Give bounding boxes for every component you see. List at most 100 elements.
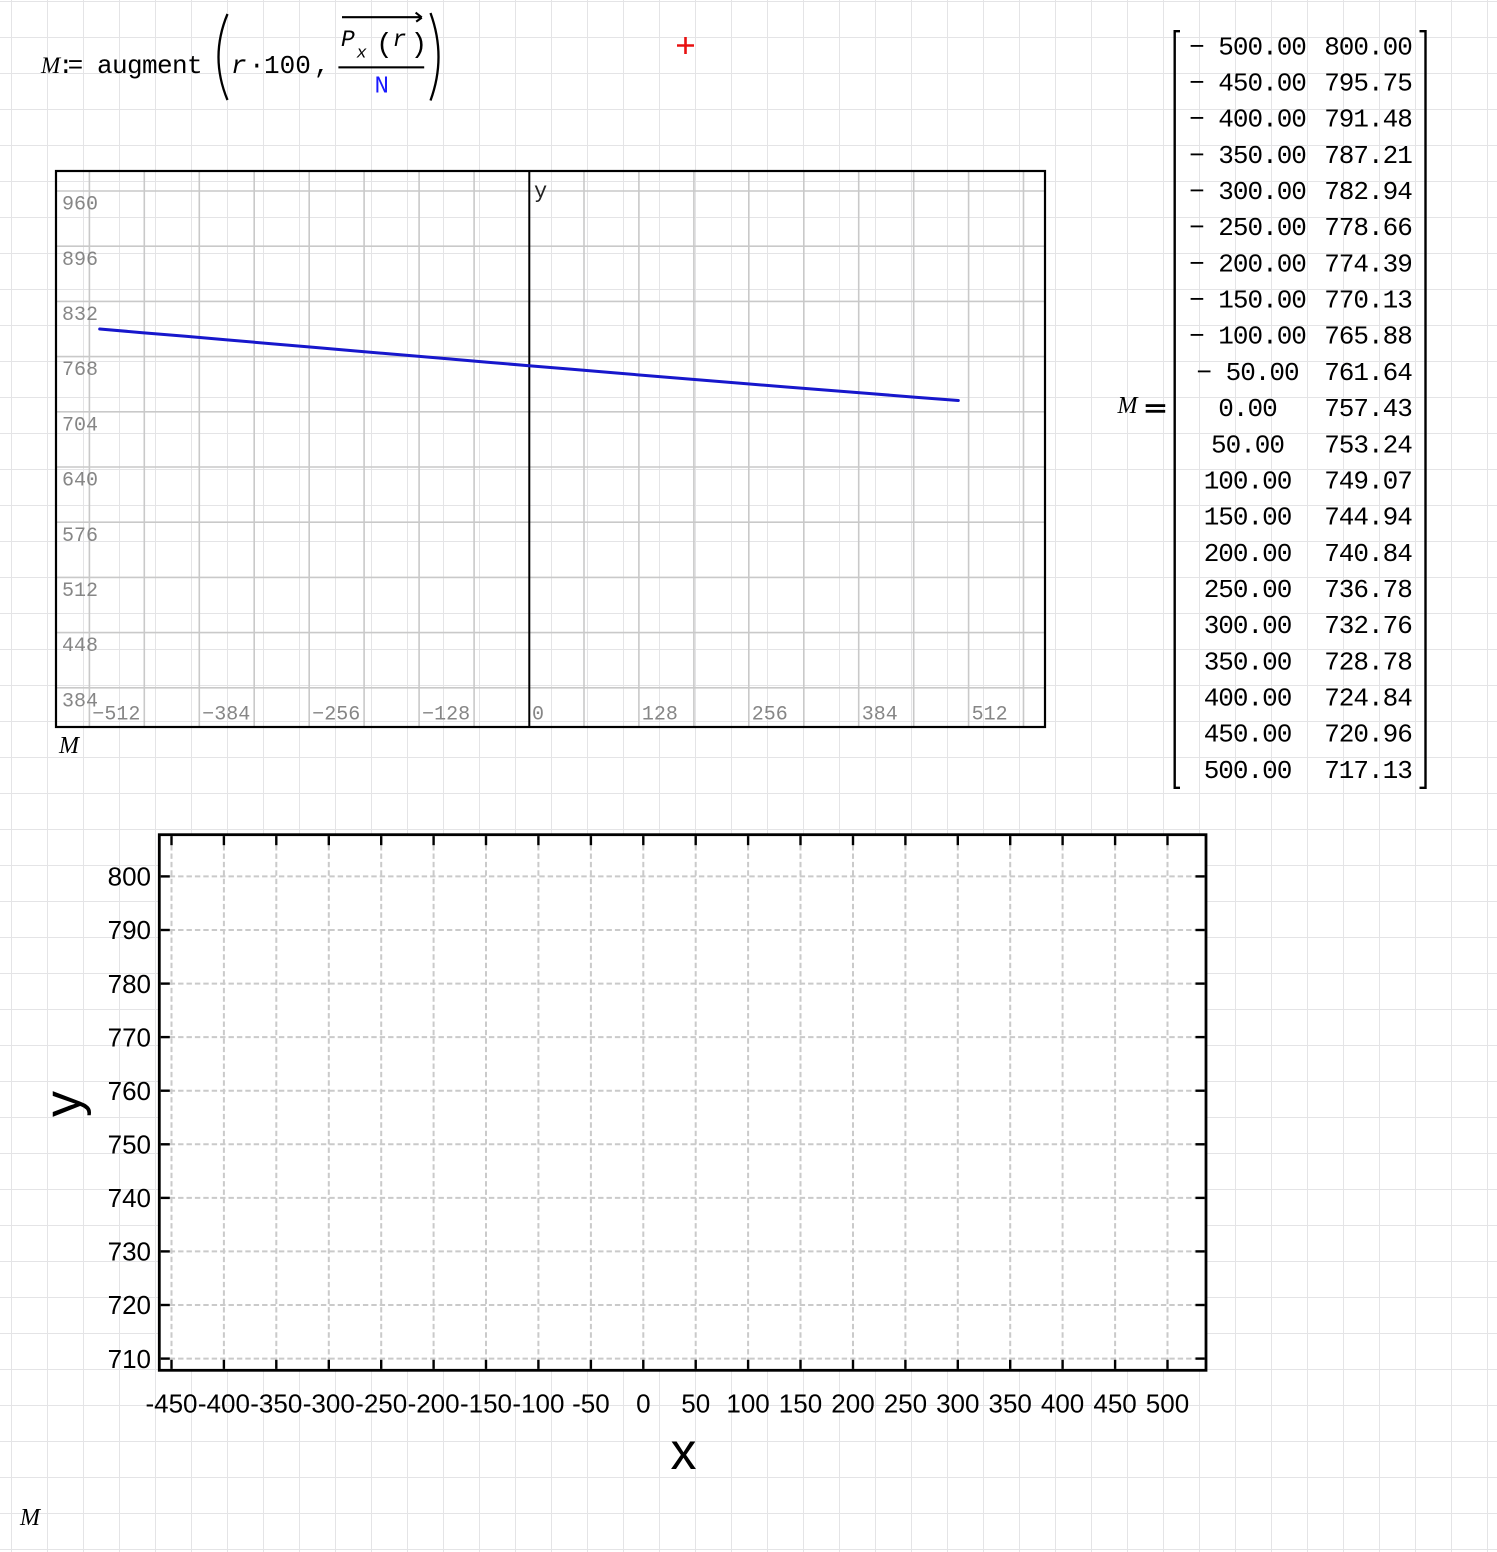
svg-text:− 200.00: − 200.00 <box>1189 249 1306 279</box>
svg-text:100: 100 <box>726 1389 769 1419</box>
svg-text:450.00: 450.00 <box>1204 720 1292 750</box>
svg-text:710: 710 <box>108 1344 151 1374</box>
svg-text:0: 0 <box>636 1389 650 1419</box>
svg-text:500: 500 <box>1146 1389 1189 1419</box>
svg-text:750: 750 <box>108 1130 151 1160</box>
svg-text:P: P <box>341 27 355 53</box>
svg-text:y: y <box>34 1091 92 1117</box>
svg-text:384: 384 <box>62 690 98 713</box>
svg-text:,: , <box>314 51 330 81</box>
svg-text:150: 150 <box>779 1389 822 1419</box>
svg-text:795.75: 795.75 <box>1324 69 1412 99</box>
svg-text:960: 960 <box>62 194 98 217</box>
svg-text:774.39: 774.39 <box>1324 249 1412 279</box>
svg-text:896: 896 <box>62 249 98 272</box>
svg-text:780: 780 <box>108 969 151 999</box>
svg-text:753.24: 753.24 <box>1324 430 1412 460</box>
svg-text:787.21: 787.21 <box>1324 141 1412 171</box>
svg-text::=: := <box>58 51 83 81</box>
svg-text:724.84: 724.84 <box>1324 684 1412 714</box>
svg-text:x: x <box>671 1423 697 1481</box>
svg-text:832: 832 <box>62 304 98 327</box>
svg-text:350: 350 <box>989 1389 1032 1419</box>
svg-text:730: 730 <box>108 1237 151 1267</box>
svg-text:800.00: 800.00 <box>1324 32 1412 62</box>
svg-text:− 400.00: − 400.00 <box>1189 105 1306 135</box>
svg-text:150.00: 150.00 <box>1204 503 1292 533</box>
svg-text:350.00: 350.00 <box>1204 647 1292 677</box>
svg-text:·: · <box>249 51 265 81</box>
svg-text:N: N <box>375 74 389 101</box>
svg-text:770: 770 <box>108 1022 151 1052</box>
svg-text:x: x <box>356 45 368 64</box>
svg-text:−512: −512 <box>92 704 140 727</box>
svg-text:-450: -450 <box>145 1389 197 1419</box>
svg-text:744.94: 744.94 <box>1324 503 1412 533</box>
svg-text:757.43: 757.43 <box>1324 394 1412 424</box>
svg-text:(: ( <box>376 30 393 61</box>
svg-text:720: 720 <box>108 1290 151 1320</box>
svg-text:778.66: 778.66 <box>1324 213 1412 243</box>
svg-text:717.13: 717.13 <box>1324 756 1412 786</box>
svg-text:704: 704 <box>62 414 98 437</box>
svg-text:− 450.00: − 450.00 <box>1189 69 1306 99</box>
svg-text:-400: -400 <box>198 1389 250 1419</box>
svg-text:− 500.00: − 500.00 <box>1189 32 1306 62</box>
svg-text:50.00: 50.00 <box>1211 430 1284 460</box>
svg-text:− 100.00: − 100.00 <box>1189 322 1306 352</box>
svg-text:−384: −384 <box>202 704 250 727</box>
svg-text:100.00: 100.00 <box>1204 467 1292 497</box>
svg-text:300: 300 <box>936 1389 979 1419</box>
svg-text:500.00: 500.00 <box>1204 756 1292 786</box>
svg-text:200.00: 200.00 <box>1204 539 1292 569</box>
svg-text:770.13: 770.13 <box>1324 286 1412 316</box>
svg-text:300.00: 300.00 <box>1204 611 1292 641</box>
svg-text:128: 128 <box>642 704 678 727</box>
svg-text:740: 740 <box>108 1183 151 1213</box>
svg-text:728.78: 728.78 <box>1324 647 1412 677</box>
svg-text:790: 790 <box>108 915 151 945</box>
svg-text:-250: -250 <box>355 1389 407 1419</box>
svg-text:400: 400 <box>1041 1389 1084 1419</box>
svg-text:50: 50 <box>681 1389 710 1419</box>
svg-text:768: 768 <box>62 359 98 382</box>
svg-text:760: 760 <box>108 1076 151 1106</box>
svg-text:-350: -350 <box>250 1389 302 1419</box>
svg-text:800: 800 <box>108 862 151 892</box>
svg-text:640: 640 <box>62 470 98 493</box>
svg-text:576: 576 <box>62 525 98 548</box>
svg-text:-200: -200 <box>408 1389 460 1419</box>
svg-text:791.48: 791.48 <box>1324 105 1412 135</box>
svg-text:M: M <box>58 733 81 759</box>
svg-text:765.88: 765.88 <box>1324 322 1412 352</box>
svg-text:− 350.00: − 350.00 <box>1189 141 1306 171</box>
svg-text:100: 100 <box>264 51 311 81</box>
svg-text:-300: -300 <box>303 1389 355 1419</box>
svg-text:r: r <box>393 27 407 53</box>
svg-text:0: 0 <box>532 704 544 727</box>
svg-text:−256: −256 <box>312 704 360 727</box>
svg-text:200: 200 <box>831 1389 874 1419</box>
svg-text:-50: -50 <box>572 1389 610 1419</box>
svg-text:250.00: 250.00 <box>1204 575 1292 605</box>
svg-text:782.94: 782.94 <box>1324 177 1412 207</box>
svg-text:512: 512 <box>62 580 98 603</box>
svg-text:): ) <box>411 30 428 61</box>
svg-text:− 250.00: − 250.00 <box>1189 213 1306 243</box>
svg-text:732.76: 732.76 <box>1324 611 1412 641</box>
svg-text:749.07: 749.07 <box>1324 467 1412 497</box>
svg-text:M: M <box>40 53 62 78</box>
svg-text:448: 448 <box>62 635 98 658</box>
svg-text:− 150.00: − 150.00 <box>1189 286 1306 316</box>
svg-text:720.96: 720.96 <box>1324 720 1412 750</box>
svg-text:augment: augment <box>97 51 202 81</box>
svg-text:− 300.00: − 300.00 <box>1189 177 1306 207</box>
svg-text:− 50.00: − 50.00 <box>1196 358 1298 388</box>
svg-text:r: r <box>231 51 247 81</box>
svg-text:M: M <box>19 1505 42 1531</box>
svg-text:736.78: 736.78 <box>1324 575 1412 605</box>
svg-text:400.00: 400.00 <box>1204 684 1292 714</box>
svg-text:740.84: 740.84 <box>1324 539 1412 569</box>
svg-text:−128: −128 <box>422 704 470 727</box>
svg-text:M: M <box>1117 393 1140 419</box>
